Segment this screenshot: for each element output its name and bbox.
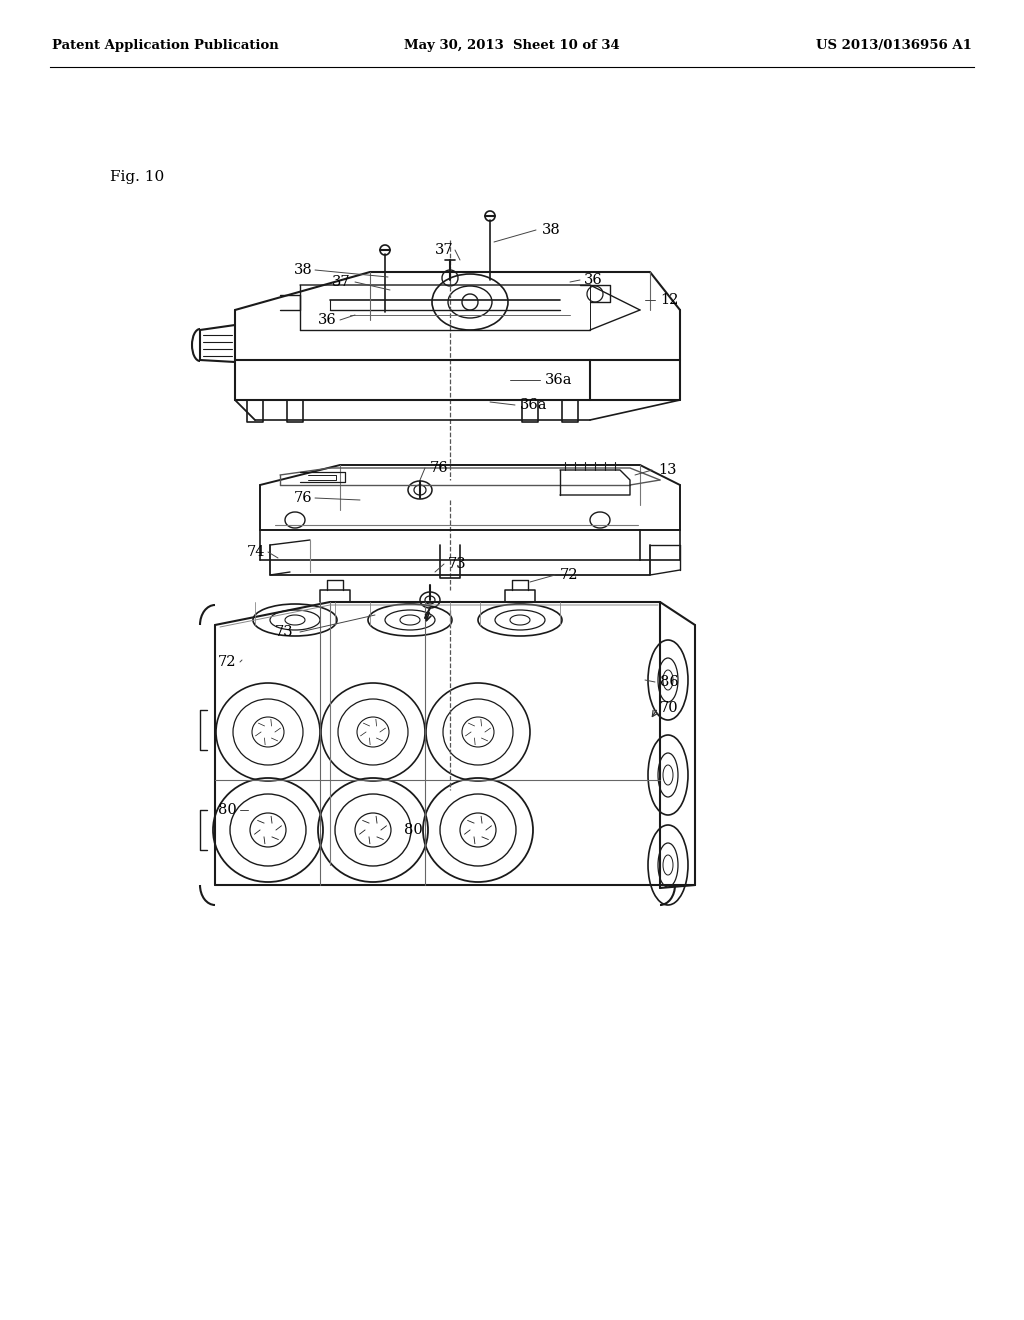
Text: 13: 13 [658,463,677,477]
Text: 12: 12 [660,293,678,308]
Text: 80: 80 [218,803,237,817]
Text: 74: 74 [247,545,265,558]
Text: 73: 73 [275,624,294,639]
Text: May 30, 2013  Sheet 10 of 34: May 30, 2013 Sheet 10 of 34 [404,38,620,51]
Text: 72: 72 [218,655,237,669]
Text: 86: 86 [660,675,679,689]
Text: 36a: 36a [520,399,548,412]
Text: 80: 80 [403,822,422,837]
Text: 38: 38 [542,223,561,238]
Text: 37: 37 [435,243,454,257]
Text: 36: 36 [584,273,603,286]
Text: 76: 76 [294,491,312,506]
Text: 36a: 36a [545,374,572,387]
Text: US 2013/0136956 A1: US 2013/0136956 A1 [816,38,972,51]
Text: 38: 38 [294,263,312,277]
Text: 76: 76 [430,461,449,475]
Text: 70: 70 [660,701,679,715]
Text: 72: 72 [560,568,579,582]
Text: 36: 36 [318,313,337,327]
Text: Patent Application Publication: Patent Application Publication [52,38,279,51]
Text: 73: 73 [449,557,467,572]
Text: Fig. 10: Fig. 10 [110,170,164,183]
Text: 37: 37 [332,275,350,289]
